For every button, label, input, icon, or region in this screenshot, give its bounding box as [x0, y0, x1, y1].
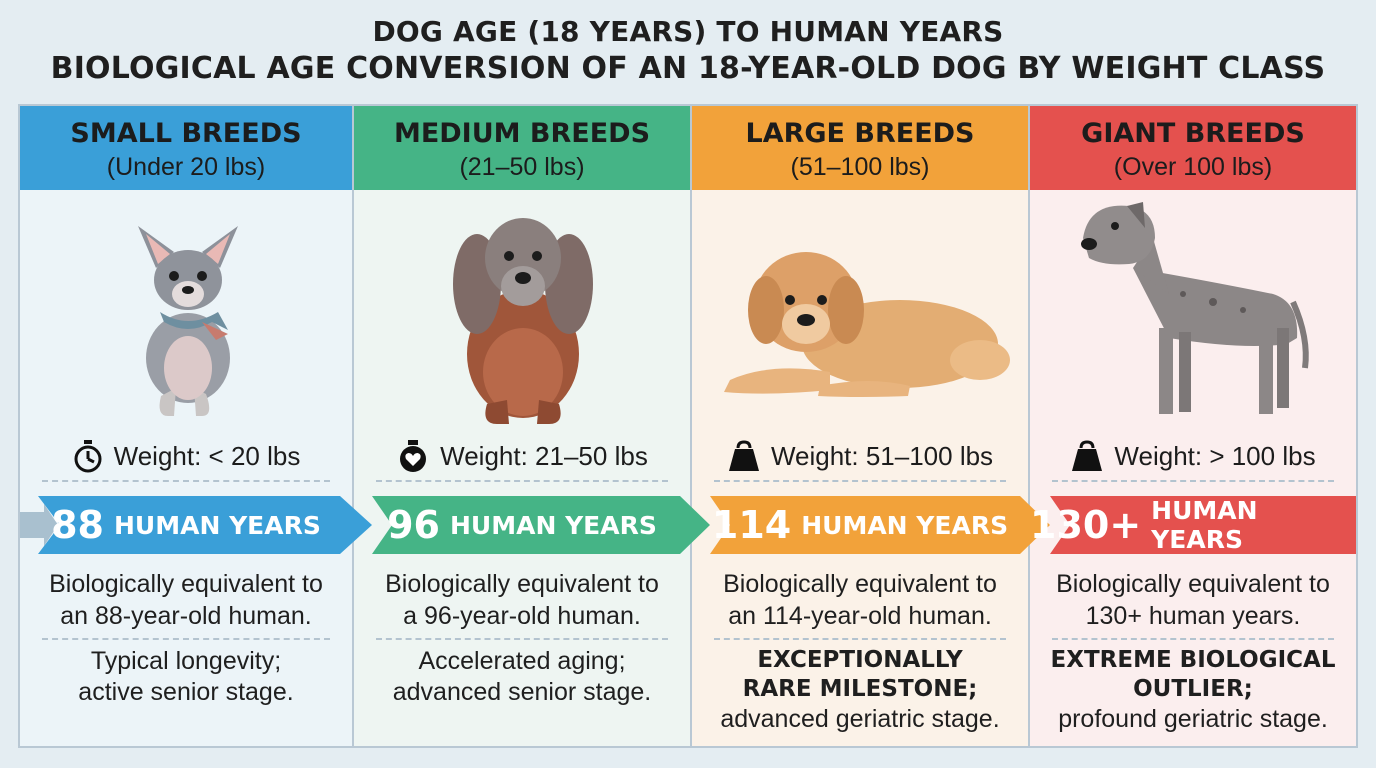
human-years-unit: HUMAN YEARS: [114, 510, 321, 540]
kettlebell-icon: [1072, 440, 1103, 471]
description-line: 130+ human years.: [1085, 602, 1301, 630]
note-line: Accelerated aging;: [418, 647, 626, 675]
note-line: active senior stage.: [78, 678, 294, 706]
stopwatch-icon: [74, 440, 102, 473]
equivalence-description: Biologically equivalent to a 96-year-old…: [354, 568, 690, 632]
breed-class-name: MEDIUM BREEDS: [393, 118, 651, 149]
human-years-result: 114 HUMAN YEARS: [692, 496, 1028, 554]
divider: [376, 638, 668, 640]
great-dane-illustration: [1081, 202, 1309, 414]
weight-row: Weight: < 20 lbs: [20, 436, 352, 476]
page-title: DOG AGE (18 YEARS) TO HUMAN YEARS BIOLOG…: [0, 14, 1376, 88]
life-stage-note: EXTREME BIOLOGICAL OUTLIER; profound ger…: [1030, 646, 1356, 735]
breed-class-name: GIANT BREEDS: [1081, 118, 1305, 149]
human-years-result: 96 HUMAN YEARS: [354, 496, 690, 554]
breed-class-name: LARGE BREEDS: [745, 118, 975, 149]
description-line: Biologically equivalent to: [1056, 570, 1330, 598]
title-line-2: BIOLOGICAL AGE CONVERSION OF AN 18-YEAR-…: [50, 51, 1326, 86]
note-highlight: OUTLIER;: [1133, 676, 1253, 702]
equivalence-description: Biologically equivalent to 130+ human ye…: [1030, 568, 1356, 632]
description-line: Biologically equivalent to: [49, 570, 323, 598]
comparison-board: SMALL BREEDS (Under 20 lbs): [18, 104, 1358, 748]
breed-weight-range: (Over 100 lbs): [1113, 153, 1273, 181]
breed-class-name: SMALL BREEDS: [70, 118, 302, 149]
description-line: an 88-year-old human.: [60, 602, 312, 630]
column-header: SMALL BREEDS (Under 20 lbs): [20, 106, 352, 190]
life-stage-note: Accelerated aging; advanced senior stage…: [354, 646, 690, 708]
divider: [42, 638, 330, 640]
description-line: an 114-year-old human.: [728, 602, 992, 630]
age-ribbon: [20, 496, 1356, 554]
column-header: LARGE BREEDS (51–100 lbs): [692, 106, 1028, 190]
description-line: a 96-year-old human.: [403, 602, 641, 630]
human-years-result: 130+ HUMAN YEARS: [1030, 496, 1356, 554]
note-highlight: EXTREME BIOLOGICAL: [1050, 647, 1336, 673]
column-small-breeds: SMALL BREEDS (Under 20 lbs): [20, 106, 352, 746]
cocker-spaniel-illustration: [453, 218, 593, 424]
golden-retriever-illustration: [724, 252, 1010, 397]
kettlebell-icon: [728, 440, 759, 471]
breed-weight-range: (51–100 lbs): [790, 153, 930, 181]
weight-row: Weight: 21–50 lbs: [354, 436, 690, 476]
life-stage-note: EXCEPTIONALLY RARE MILESTONE; advanced g…: [692, 646, 1028, 735]
weight-row: Weight: > 100 lbs: [1030, 436, 1356, 476]
weight-label: Weight: > 100 lbs: [1114, 440, 1316, 471]
human-years-unit: HUMAN YEARS: [450, 510, 657, 540]
divider: [714, 480, 1006, 482]
note-line: profound geriatric stage.: [1058, 705, 1328, 733]
breed-weight-range: (21–50 lbs): [459, 153, 585, 181]
human-years-unit: HUMAN YEARS: [801, 510, 1009, 540]
chihuahua-illustration: [138, 226, 238, 416]
column-large-breeds: LARGE BREEDS (51–100 lbs) Weight: 51–100…: [690, 106, 1028, 746]
human-years-number: 96: [387, 503, 440, 547]
column-giant-breeds: GIANT BREEDS (Over 100 lbs) Weight: >: [1028, 106, 1356, 746]
divider: [714, 638, 1006, 640]
divider: [1052, 480, 1334, 482]
ribbon-arrow-medium: [372, 496, 710, 554]
weight-row: Weight: 51–100 lbs: [692, 436, 1028, 476]
divider: [42, 480, 330, 482]
title-line-1: DOG AGE (18 YEARS) TO HUMAN YEARS: [372, 15, 1004, 48]
breed-weight-range: (Under 20 lbs): [106, 153, 266, 181]
note-highlight: RARE MILESTONE;: [742, 676, 978, 702]
column-header: MEDIUM BREEDS (21–50 lbs): [354, 106, 690, 190]
human-years-unit: HUMAN YEARS: [1151, 496, 1258, 554]
human-years-number: 114: [711, 503, 792, 547]
equivalence-description: Biologically equivalent to an 114-year-o…: [692, 568, 1028, 632]
column-medium-breeds: MEDIUM BREEDS (21–50 lbs) Weight: 21–50 …: [352, 106, 690, 746]
human-years-result: 88 HUMAN YEARS: [20, 496, 352, 554]
human-years-number: 130+: [1030, 503, 1142, 547]
heart-weight-icon: [400, 440, 427, 472]
ribbon-arrow-small: [38, 496, 372, 554]
life-stage-note: Typical longevity; active senior stage.: [20, 646, 352, 708]
divider: [1052, 638, 1334, 640]
note-line: advanced geriatric stage.: [720, 705, 1000, 733]
ribbon-entry-arrow: [20, 504, 58, 546]
note-line: advanced senior stage.: [392, 678, 652, 706]
column-header: GIANT BREEDS (Over 100 lbs): [1030, 106, 1356, 190]
weight-label: Weight: 21–50 lbs: [440, 440, 648, 471]
ribbon-arrow-giant: [1050, 496, 1356, 554]
weight-label: Weight: < 20 lbs: [113, 440, 301, 471]
equivalence-description: Biologically equivalent to an 88-year-ol…: [20, 568, 352, 632]
weight-label: Weight: 51–100 lbs: [770, 440, 994, 471]
description-line: Biologically equivalent to: [385, 570, 659, 598]
note-highlight: EXCEPTIONALLY: [757, 647, 963, 673]
ribbon-arrow-large: [710, 496, 1050, 554]
description-line: Biologically equivalent to: [723, 570, 997, 598]
human-years-number: 88: [51, 503, 104, 547]
divider: [376, 480, 668, 482]
note-line: Typical longevity;: [90, 647, 282, 675]
